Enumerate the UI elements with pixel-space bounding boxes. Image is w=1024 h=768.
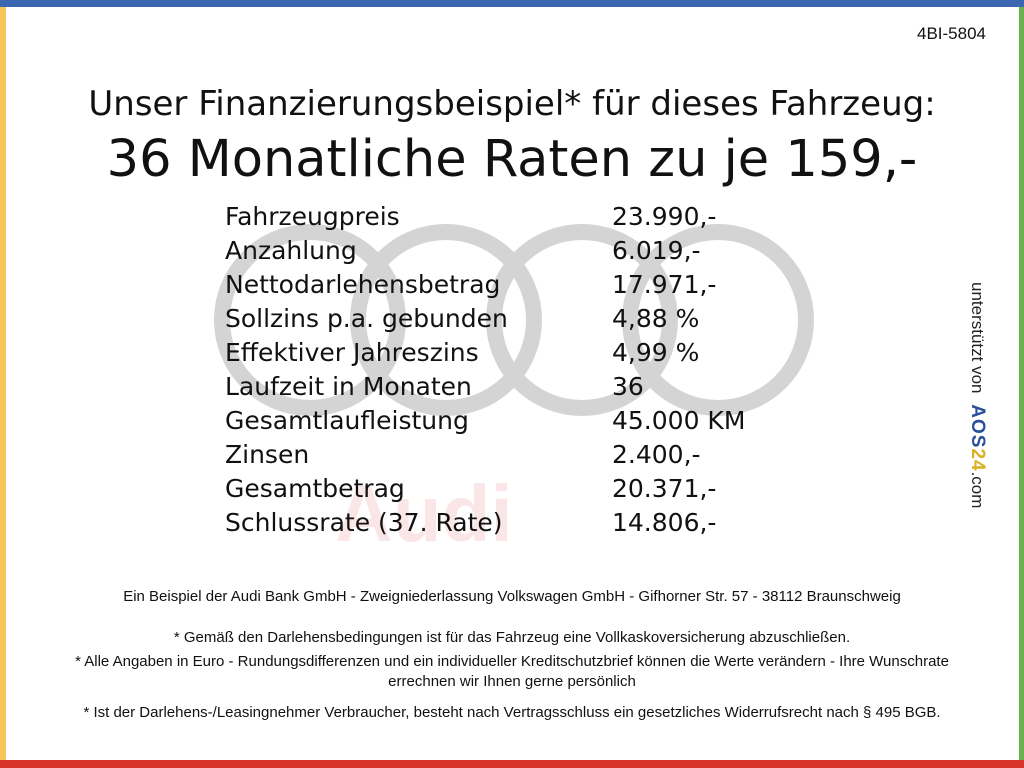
right-border [1019,7,1024,760]
table-row: Gesamtbetrag 20.371,- [225,472,785,506]
row-label: Schlussrate (37. Rate) [225,508,503,537]
headline-rate: 36 Monatliche Raten zu je 159,- [106,130,918,189]
supported-by-text: unterstützt von [968,282,987,394]
logo-part-aos: AOS [967,404,988,449]
aos24-logo: AOS24 [967,404,988,471]
row-value: 4,88 % [612,304,700,333]
row-label: Fahrzeugpreis [225,202,400,231]
table-row: Anzahlung 6.019,- [225,234,785,268]
row-label: Zinsen [225,440,310,469]
bottom-border [0,760,1024,768]
row-value: 14.806,- [612,508,717,537]
row-value: 23.990,- [612,202,717,231]
row-value: 17.971,- [612,270,717,299]
table-row: Sollzins p.a. gebunden 4,88 % [225,302,785,336]
audi-watermark-text: Audi [335,469,513,558]
table-row: Effektiver Jahreszins 4,99 % [225,336,785,370]
table-row: Gesamtlaufleistung 45.000 KM [225,404,785,438]
row-label: Effektiver Jahreszins [225,338,479,367]
row-value: 2.400,- [612,440,701,469]
table-row: Laufzeit in Monaten 36 [225,370,785,404]
table-row: Schlussrate (37. Rate) 14.806,- [225,506,785,540]
supported-by-label: unterstützt von AOS24.com [966,282,988,508]
page-title: Unser Finanzierungsbeispiel* für dieses … [88,84,936,124]
finance-table: Fahrzeugpreis 23.990,- Anzahlung 6.019,- N… [225,200,785,540]
footer-note-euro: * Alle Angaben in Euro - Rundungsdiffere… [75,653,949,690]
row-value: 45.000 KM [612,406,746,435]
top-border [0,0,1024,7]
left-border [0,7,6,760]
audi-rings-icon [214,224,814,416]
footer-note-withdrawal: * Ist der Darlehens-/Leasingnehmer Verbr… [83,704,941,721]
logo-part-24: 24 [967,448,988,472]
row-label: Anzahlung [225,236,357,265]
row-label: Sollzins p.a. gebunden [225,304,508,333]
row-value: 6.019,- [612,236,701,265]
footer-bank-info: Ein Beispiel der Audi Bank GmbH - Zweign… [123,588,901,605]
table-row: Fahrzeugpreis 23.990,- [225,200,785,234]
row-label: Gesamtbetrag [225,474,405,503]
row-label: Gesamtlaufleistung [225,406,469,435]
row-label: Laufzeit in Monaten [225,372,472,401]
row-value: 36 [612,372,644,401]
row-value: 20.371,- [612,474,717,503]
row-label: Nettodarlehensbetrag [225,270,501,299]
logo-suffix: .com [968,471,987,509]
vehicle-reference: 4BI-5804 [917,24,986,43]
footer-note-insurance: * Gemäß den Darlehensbedingungen ist für… [173,629,851,646]
table-row: Nettodarlehensbetrag 17.971,- [225,268,785,302]
row-value: 4,99 % [612,338,700,367]
table-row: Zinsen 2.400,- [225,438,785,472]
